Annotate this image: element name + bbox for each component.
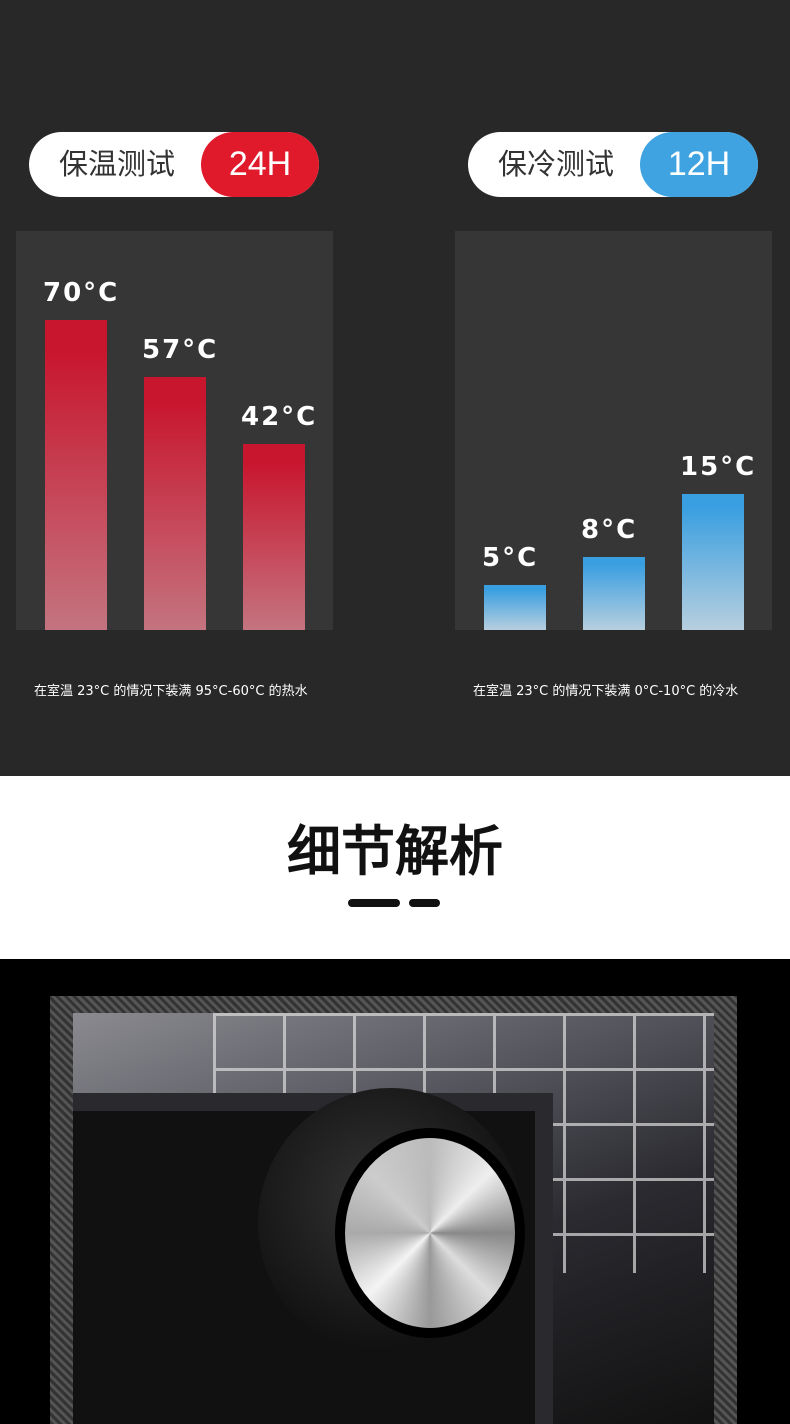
product-photo-lid-closeup [73, 1013, 714, 1424]
photo-lid-metal-top [345, 1138, 515, 1328]
hot-chart: 70°C 57°C 42°C [16, 231, 333, 630]
cold-test-label: 保冷测试 [498, 147, 615, 181]
bar [682, 493, 744, 630]
bar [144, 377, 206, 630]
cold-test-duration: 12H [640, 132, 758, 197]
bar [484, 584, 546, 630]
title-underline [348, 899, 400, 907]
bar [243, 443, 305, 630]
hot-test-note: 在室温 23°C 的情况下装满 95°C-60°C 的热水 [34, 684, 308, 699]
hot-test-badge: 保温测试 24H [29, 132, 319, 197]
product-photo-frame [50, 996, 737, 1424]
bar [45, 319, 107, 630]
data-label: 70°C [43, 277, 120, 308]
data-label: 5°C [482, 542, 539, 573]
cold-test-note: 在室温 23°C 的情况下装满 0°C-10°C 的冷水 [473, 684, 739, 699]
data-label: 8°C [581, 515, 638, 546]
cold-chart: 5°C 8°C 15°C [455, 231, 772, 630]
data-label: 42°C [241, 401, 318, 432]
hot-test-duration: 24H [201, 132, 319, 197]
data-label: 57°C [142, 335, 219, 366]
temperature-test-section: 保温测试 24H 保冷测试 12H 70°C 57°C 42°C 5°C 8°C 15°… [0, 0, 790, 776]
data-label: 15°C [680, 451, 757, 482]
bar [583, 557, 645, 630]
title-underline-short [409, 899, 440, 907]
section-title: 细节解析 [287, 819, 503, 883]
hot-test-label: 保温测试 [59, 147, 176, 181]
detail-header: 细节解析 [0, 776, 790, 959]
cold-test-badge: 保冷测试 12H [468, 132, 758, 197]
